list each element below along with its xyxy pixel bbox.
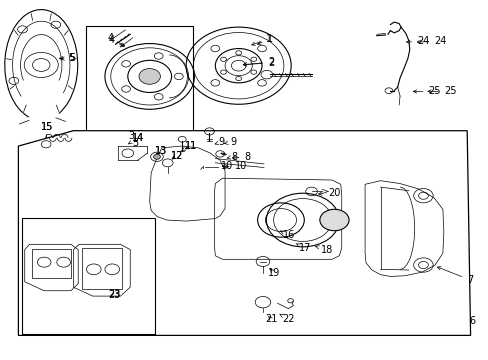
Text: 22: 22 xyxy=(279,314,294,324)
Text: 13: 13 xyxy=(154,147,166,157)
Text: 19: 19 xyxy=(267,268,280,278)
Polygon shape xyxy=(22,217,154,334)
Text: 18: 18 xyxy=(315,245,332,255)
Text: 1: 1 xyxy=(257,33,273,44)
Text: 5: 5 xyxy=(61,53,75,63)
Text: 11: 11 xyxy=(182,141,197,151)
Polygon shape xyxy=(86,26,193,138)
Text: 12: 12 xyxy=(170,151,183,161)
Text: 14: 14 xyxy=(131,133,143,143)
Text: 6: 6 xyxy=(468,316,474,326)
Text: 4: 4 xyxy=(107,33,124,46)
Text: 15: 15 xyxy=(41,122,54,132)
Text: 25: 25 xyxy=(412,86,440,96)
Text: 2: 2 xyxy=(243,57,274,67)
Text: 13: 13 xyxy=(154,147,166,157)
Circle shape xyxy=(319,209,348,231)
Text: 12: 12 xyxy=(170,151,183,161)
Text: 10: 10 xyxy=(224,161,246,171)
Polygon shape xyxy=(19,131,469,336)
Text: 16: 16 xyxy=(280,230,295,240)
Text: 3: 3 xyxy=(132,138,139,148)
Circle shape xyxy=(231,60,245,71)
Text: 24: 24 xyxy=(416,36,446,46)
Text: 1: 1 xyxy=(251,34,272,45)
Text: 8: 8 xyxy=(227,152,237,162)
Text: 3: 3 xyxy=(128,131,135,141)
Text: 20: 20 xyxy=(318,188,340,198)
Text: 9: 9 xyxy=(224,137,236,147)
Text: 4: 4 xyxy=(108,35,123,46)
Text: 25: 25 xyxy=(427,86,455,96)
Text: 24: 24 xyxy=(406,36,428,46)
Text: 23: 23 xyxy=(108,289,121,299)
Text: 9: 9 xyxy=(215,137,224,147)
Text: 17: 17 xyxy=(296,243,311,253)
Text: 7: 7 xyxy=(437,267,472,285)
Text: 15: 15 xyxy=(41,122,54,132)
Text: 2: 2 xyxy=(243,58,274,68)
Text: 5: 5 xyxy=(59,53,76,63)
Text: 21: 21 xyxy=(264,314,277,324)
Text: 10: 10 xyxy=(221,161,233,171)
Text: 11: 11 xyxy=(184,141,197,151)
Circle shape xyxy=(153,154,160,159)
Text: 23: 23 xyxy=(108,290,121,300)
Circle shape xyxy=(139,68,160,84)
Text: 8: 8 xyxy=(232,152,250,162)
Text: 14: 14 xyxy=(128,133,143,144)
